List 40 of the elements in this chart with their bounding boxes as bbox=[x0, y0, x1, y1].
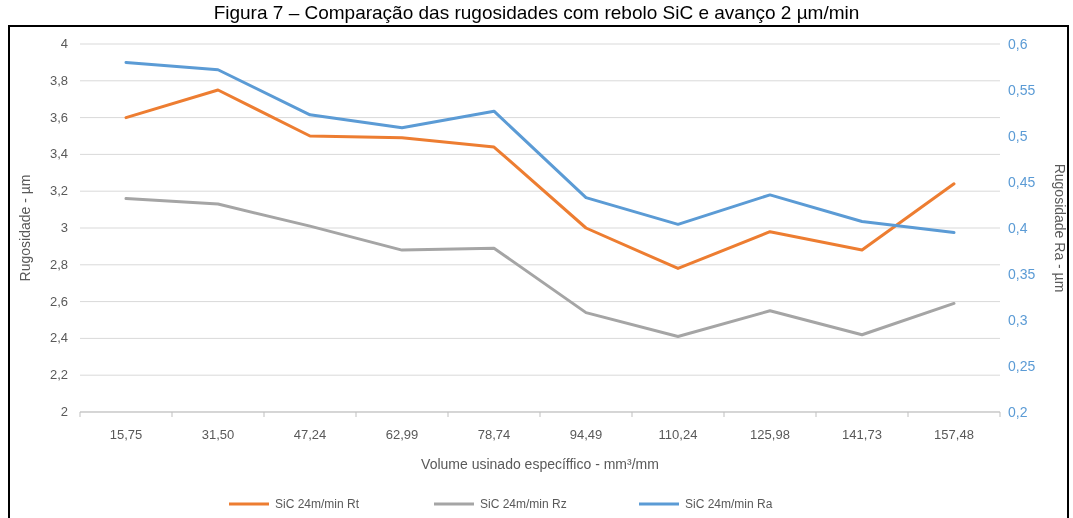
y2-axis-title: Rugosidade Ra - µm bbox=[1052, 163, 1068, 293]
y-tick-label: 2,4 bbox=[49, 330, 68, 346]
legend-label: SiC 24m/min Rt bbox=[275, 497, 360, 511]
x-tick-label: 157,48 bbox=[934, 427, 974, 442]
y2-tick-label: 0,6 bbox=[1008, 36, 1028, 52]
y-tick-label: 2,8 bbox=[49, 256, 68, 272]
x-tick-label: 47,24 bbox=[293, 427, 327, 442]
x-tick-label: 94,49 bbox=[569, 427, 603, 442]
line-series bbox=[124, 197, 956, 339]
y-tick-label: 3,8 bbox=[49, 72, 68, 88]
y-tick-label: 3,4 bbox=[49, 146, 68, 162]
x-tick-label: 15,75 bbox=[109, 427, 143, 442]
y2-tick-label: 0,3 bbox=[1008, 312, 1028, 328]
y-tick-label: 4 bbox=[60, 36, 68, 51]
y-tick-label: 2 bbox=[60, 404, 68, 419]
x-tick-label: 110,24 bbox=[658, 427, 698, 442]
y-axis-title: Rugosidade - µm bbox=[17, 174, 33, 282]
y-tick-label: 3 bbox=[60, 220, 68, 235]
y2-tick-label: 0,35 bbox=[1008, 266, 1036, 282]
x-tick-label: 141,73 bbox=[842, 427, 882, 442]
y-tick-label: 3,2 bbox=[49, 183, 68, 199]
line-series bbox=[124, 60, 956, 235]
y-tick-label: 3,6 bbox=[49, 109, 68, 125]
legend-label: SiC 24m/min Ra bbox=[685, 497, 773, 511]
y2-tick-label: 0,45 bbox=[1008, 174, 1036, 190]
x-tick-label: 78,74 bbox=[477, 427, 511, 442]
y2-tick-label: 0,5 bbox=[1008, 128, 1028, 144]
legend-label: SiC 24m/min Rz bbox=[480, 497, 567, 511]
y2-tick-label: 0,4 bbox=[1008, 220, 1028, 236]
y2-tick-label: 0,55 bbox=[1008, 82, 1036, 98]
x-tick-label: 62,99 bbox=[385, 427, 419, 442]
x-tick-label: 125,98 bbox=[750, 427, 790, 442]
line-series bbox=[124, 88, 956, 270]
y-tick-label: 2,2 bbox=[49, 367, 68, 383]
x-axis-title: Volume usinado específfico - mm³/mm bbox=[421, 456, 659, 472]
y2-tick-label: 0,25 bbox=[1008, 358, 1036, 374]
chart-title: Figura 7 – Comparação das rugosidades com rebolo SiC e avanço 2 µm/min bbox=[213, 2, 860, 23]
y-tick-label: 2,6 bbox=[49, 293, 68, 309]
y2-tick-label: 0,2 bbox=[1008, 404, 1028, 420]
x-tick-label: 31,50 bbox=[201, 427, 235, 442]
